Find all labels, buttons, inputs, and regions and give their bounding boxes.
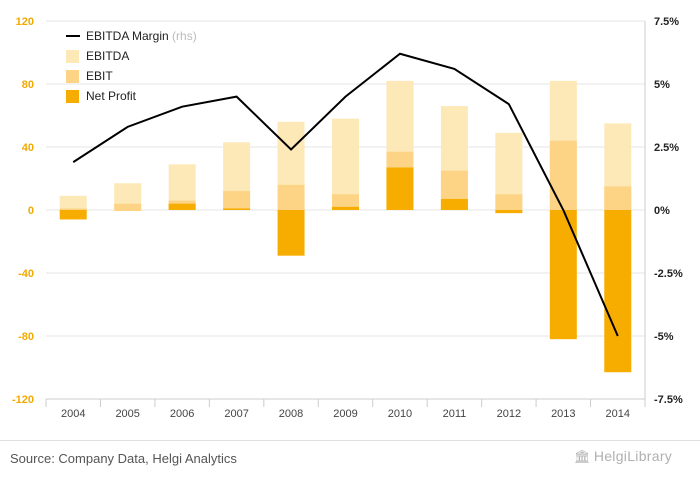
bar-ebit (223, 191, 251, 210)
bar-ebit (332, 194, 359, 210)
x-tick-label: 2010 (388, 408, 412, 420)
x-tick-label: 2004 (61, 408, 85, 420)
x-tick-label: 2014 (606, 408, 630, 420)
bar-net-profit (495, 210, 523, 214)
x-tick-label: 2013 (551, 408, 575, 420)
bar-ebit (114, 203, 142, 210)
right-tick-label: -7.5% (654, 394, 683, 406)
grid-lines (45, 20, 646, 407)
left-tick-label: 40 (22, 142, 34, 154)
bar-ebitda (59, 195, 87, 210)
legend-label: EBITDA Margin (rhs) (86, 29, 197, 43)
bar-net-profit (604, 210, 632, 373)
x-tick-label: 2008 (279, 408, 303, 420)
x-tick-label: 2009 (333, 408, 357, 420)
x-tick-label: 2006 (170, 408, 194, 420)
bar-ebit (495, 194, 523, 210)
helgi-logo: 🏛 HelgiLibrary (574, 448, 672, 465)
bar-ebit (59, 208, 87, 210)
x-tick-label: 2011 (443, 408, 467, 420)
bar-net-profit (59, 210, 87, 220)
legend-rhs-suffix: (rhs) (169, 29, 197, 43)
legend-label: Net Profit (86, 89, 137, 103)
legend-label: EBIT (86, 69, 113, 83)
left-tick-label: -120 (12, 394, 34, 406)
right-tick-label: -5% (654, 331, 674, 343)
right-tick-label: 5% (654, 79, 670, 91)
legend: EBITDA Margin (rhs) EBITDA EBIT Net Profit (66, 29, 197, 103)
legend-label: EBITDA (86, 49, 129, 63)
bar-net-profit (386, 167, 414, 210)
bar-net-profit (223, 208, 251, 210)
bar-net-profit (168, 203, 196, 210)
left-tick-label: 0 (28, 205, 34, 217)
x-tick-label: 2005 (115, 408, 139, 420)
legend-box-marker (66, 50, 79, 63)
bar-ebit (549, 140, 577, 210)
axes-group: 120 80 40 0 -40 -80 -120 7.5% 5% 2.5% 0% -2.5% -5% -7… (12, 16, 683, 420)
margin-line-group (72, 52, 619, 337)
left-tick-label: -80 (18, 331, 34, 343)
left-tick-label: 120 (16, 16, 34, 28)
legend-box-marker (66, 70, 79, 83)
x-tick-label: 2012 (497, 408, 521, 420)
bar-net-profit (332, 206, 359, 210)
bar-net-profit (440, 198, 468, 210)
source-note: Source: Company Data, Helgi Analytics (10, 451, 237, 466)
bars-group (59, 80, 632, 373)
logo-text: HelgiLibrary (593, 448, 673, 464)
x-tick-label: 2007 (224, 408, 248, 420)
left-tick-label: -40 (18, 268, 34, 280)
bar-ebit (604, 186, 632, 210)
legend-box-marker (66, 90, 79, 103)
right-tick-label: -2.5% (654, 268, 683, 280)
left-tick-label: 80 (22, 79, 34, 91)
bar-net-profit (277, 210, 305, 256)
right-tick-label: 7.5% (654, 16, 679, 28)
library-building-icon: 🏛 (574, 449, 591, 464)
footer-divider (0, 440, 700, 441)
bar-ebit (277, 184, 305, 210)
bar-net-profit (114, 210, 142, 211)
right-tick-label: 0% (654, 205, 670, 217)
right-tick-label: 2.5% (654, 142, 679, 154)
